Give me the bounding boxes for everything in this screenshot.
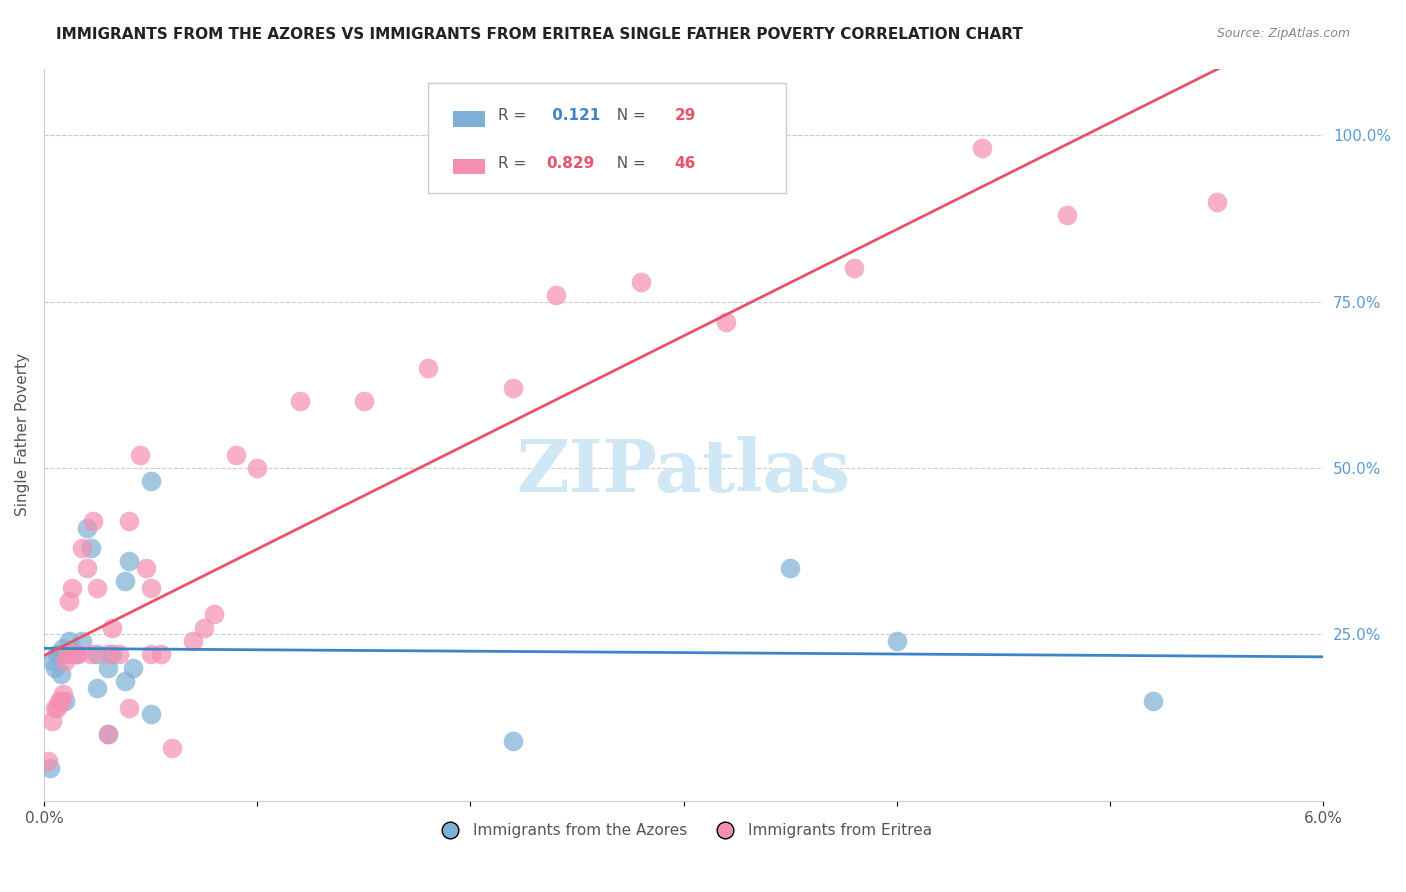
Immigrants from Eritrea (118, 700, 141, 714)
Immigrants from Eritrea (82, 514, 104, 528)
Y-axis label: Single Father Poverty: Single Father Poverty (15, 353, 30, 516)
Text: 0.121: 0.121 (547, 109, 600, 123)
Text: N =: N = (607, 155, 651, 170)
Immigrants from Eritrea (107, 648, 129, 662)
Immigrants from Eritrea (416, 361, 439, 376)
Bar (453, 112, 485, 127)
Immigrants from Eritrea (101, 621, 124, 635)
Immigrants from Eritrea (844, 261, 866, 276)
Text: R =: R = (498, 155, 531, 170)
Immigrants from the Azores (80, 541, 103, 555)
Immigrants from Eritrea (118, 514, 141, 528)
Immigrants from the Azores (76, 521, 98, 535)
Immigrants from Eritrea (49, 694, 72, 708)
Immigrants from the Azores (44, 661, 66, 675)
Immigrants from Eritrea (135, 561, 157, 575)
Immigrants from Eritrea (76, 561, 98, 575)
Immigrants from Eritrea (139, 581, 162, 595)
Immigrants from Eritrea (288, 394, 311, 409)
Text: N =: N = (607, 109, 651, 123)
Immigrants from Eritrea (45, 700, 67, 714)
Immigrants from Eritrea (225, 448, 247, 462)
Text: ZIPatlas: ZIPatlas (516, 436, 851, 507)
Immigrants from Eritrea (53, 654, 76, 668)
Immigrants from the Azores (86, 681, 108, 695)
Text: IMMIGRANTS FROM THE AZORES VS IMMIGRANTS FROM ERITREA SINGLE FATHER POVERTY CORR: IMMIGRANTS FROM THE AZORES VS IMMIGRANTS… (56, 27, 1024, 42)
Immigrants from the Azores (39, 761, 62, 775)
Immigrants from Eritrea (66, 648, 89, 662)
Immigrants from Eritrea (72, 541, 94, 555)
Immigrants from the Azores (97, 661, 120, 675)
Immigrants from the Azores (114, 673, 136, 688)
Bar (453, 159, 485, 174)
Immigrants from Eritrea (544, 288, 567, 302)
Immigrants from Eritrea (181, 634, 204, 648)
Text: R =: R = (498, 109, 531, 123)
Immigrants from Eritrea (52, 687, 75, 701)
Immigrants from the Azores (114, 574, 136, 589)
Immigrants from Eritrea (193, 621, 215, 635)
Immigrants from Eritrea (150, 648, 173, 662)
Immigrants from the Azores (53, 648, 76, 662)
Immigrants from Eritrea (97, 648, 120, 662)
Immigrants from the Azores (45, 648, 67, 662)
Immigrants from the Azores (72, 634, 94, 648)
Immigrants from Eritrea (1205, 194, 1227, 209)
Immigrants from Eritrea (60, 581, 83, 595)
Immigrants from Eritrea (44, 700, 66, 714)
Immigrants from Eritrea (139, 648, 162, 662)
Immigrants from the Azores (779, 561, 801, 575)
Immigrants from Eritrea (86, 581, 108, 595)
Immigrants from Eritrea (972, 141, 994, 155)
Immigrants from the Azores (139, 475, 162, 489)
Immigrants from Eritrea (97, 727, 120, 741)
Immigrants from the Azores (502, 734, 524, 748)
Immigrants from Eritrea (56, 648, 79, 662)
Immigrants from the Azores (53, 694, 76, 708)
Immigrants from the Azores (49, 667, 72, 681)
Text: 46: 46 (675, 155, 696, 170)
Immigrants from the Azores (118, 554, 141, 568)
Immigrants from the Azores (52, 640, 75, 655)
Immigrants from Eritrea (1056, 208, 1078, 222)
Immigrants from the Azores (58, 634, 80, 648)
Text: 0.829: 0.829 (547, 155, 595, 170)
Immigrants from the Azores (41, 654, 63, 668)
Immigrants from Eritrea (41, 714, 63, 728)
Immigrants from Eritrea (58, 594, 80, 608)
Immigrants from the Azores (122, 661, 145, 675)
Legend: Immigrants from the Azores, Immigrants from Eritrea: Immigrants from the Azores, Immigrants f… (429, 817, 939, 845)
Text: Source: ZipAtlas.com: Source: ZipAtlas.com (1216, 27, 1350, 40)
Immigrants from Eritrea (48, 694, 70, 708)
Immigrants from the Azores (97, 727, 120, 741)
Immigrants from the Azores (1142, 694, 1164, 708)
Immigrants from the Azores (139, 707, 162, 722)
Immigrants from Eritrea (353, 394, 375, 409)
Immigrants from the Azores (65, 648, 87, 662)
Immigrants from Eritrea (80, 648, 103, 662)
Immigrants from Eritrea (246, 461, 269, 475)
Immigrants from Eritrea (160, 740, 183, 755)
FancyBboxPatch shape (427, 83, 786, 193)
Immigrants from the Azores (48, 648, 70, 662)
Text: 29: 29 (675, 109, 696, 123)
Immigrants from Eritrea (37, 754, 59, 768)
Immigrants from Eritrea (128, 448, 150, 462)
Immigrants from the Azores (886, 634, 908, 648)
Immigrants from Eritrea (716, 314, 738, 328)
Immigrants from Eritrea (62, 648, 84, 662)
Immigrants from Eritrea (630, 275, 652, 289)
Immigrants from Eritrea (204, 607, 226, 622)
Immigrants from the Azores (86, 648, 108, 662)
Immigrants from the Azores (101, 648, 124, 662)
Immigrants from Eritrea (502, 381, 524, 395)
